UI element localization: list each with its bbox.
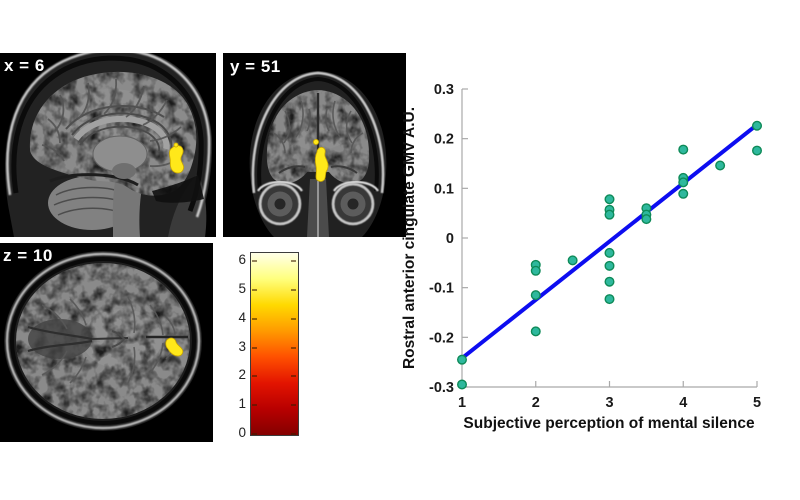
data-point xyxy=(604,194,615,205)
colorbar-tick-mark xyxy=(252,346,257,349)
colorbar: 0 1 2 3 4 5 6 xyxy=(228,250,312,444)
colorbar-tick-mark xyxy=(291,346,296,349)
colorbar-tick-mark xyxy=(291,288,296,291)
slice-label-sagittal: x = 6 xyxy=(4,56,45,75)
data-point xyxy=(752,145,763,156)
data-point xyxy=(715,160,726,171)
data-point xyxy=(678,177,689,188)
colorbar-tick-mark xyxy=(291,317,296,320)
slice-label-coronal: y = 51 xyxy=(230,57,281,76)
data-point xyxy=(604,247,615,258)
sagittal-slice-image xyxy=(0,53,216,237)
data-point xyxy=(604,260,615,271)
data-point xyxy=(604,276,615,287)
colorbar-tick-mark xyxy=(291,433,296,435)
x-tick-label: 1 xyxy=(458,395,466,411)
colorbar-tick-label: 2 xyxy=(238,367,246,383)
regression-line xyxy=(460,122,759,361)
data-point xyxy=(604,294,615,305)
colorbar-tick-mark xyxy=(252,404,257,407)
corpus-callosum xyxy=(73,115,170,150)
skull-rim xyxy=(5,252,201,430)
data-point xyxy=(641,214,652,225)
colorbar-tick-mark xyxy=(252,260,257,263)
colorbar-tick-mark xyxy=(252,317,257,320)
x-tick-label: 5 xyxy=(753,395,761,411)
data-point xyxy=(530,326,541,337)
data-point xyxy=(604,209,615,220)
colorbar-tick-mark xyxy=(252,288,257,291)
x-tick-label: 3 xyxy=(605,395,613,411)
colorbar-tick-mark xyxy=(291,404,296,407)
y-tick-label: 0.3 xyxy=(434,82,454,98)
posterior-dark-region xyxy=(28,319,92,359)
colorbar-tick-label: 0 xyxy=(238,425,246,440)
activation-blob xyxy=(313,139,329,182)
y-tick-label: -0.3 xyxy=(429,380,454,396)
x-tick-label: 2 xyxy=(532,395,540,411)
colorbar-tick-label: 1 xyxy=(238,396,246,412)
data-point xyxy=(530,265,541,276)
colorbar-tick-label: 3 xyxy=(238,338,246,354)
slice-label-axial: z = 10 xyxy=(3,246,53,265)
colorbar-tick-mark xyxy=(291,375,296,378)
y-tick-label: 0 xyxy=(446,231,454,247)
skull-rim xyxy=(6,53,211,218)
coronal-slice-image xyxy=(223,53,406,237)
data-point xyxy=(752,120,763,131)
data-point xyxy=(678,144,689,155)
x-axis-label: Subjective perception of mental silence xyxy=(463,415,755,432)
activation-blob xyxy=(169,142,185,174)
colorbar-gradient xyxy=(250,252,299,436)
y-tick-label: 0.2 xyxy=(434,132,454,148)
scatter-plot: Subjective perception of mental silence … xyxy=(401,82,763,432)
colorbar-tick-label: 6 xyxy=(238,252,246,268)
data-point xyxy=(457,379,468,390)
skull-rim xyxy=(251,71,385,194)
axial-slice-image xyxy=(0,243,213,442)
data-point xyxy=(457,354,468,365)
data-point xyxy=(530,290,541,301)
y-tick-label: 0.1 xyxy=(434,181,454,197)
y-tick-label: -0.1 xyxy=(429,281,454,297)
y-axis-label: Rostral anterior cingulate GMV A.U. xyxy=(401,107,418,369)
colorbar-tick-label: 4 xyxy=(238,309,246,325)
left-eye xyxy=(258,182,302,226)
colorbar-tick-mark xyxy=(291,260,296,263)
right-eye xyxy=(331,182,375,226)
colorbar-tick-label: 5 xyxy=(238,280,246,296)
colorbar-tick-mark xyxy=(252,375,257,378)
data-point xyxy=(678,188,689,199)
data-point xyxy=(567,255,578,266)
activation-blob xyxy=(165,337,184,357)
x-tick-label: 4 xyxy=(679,395,687,411)
y-tick-label: -0.2 xyxy=(429,330,454,346)
colorbar-tick-mark xyxy=(252,433,257,435)
